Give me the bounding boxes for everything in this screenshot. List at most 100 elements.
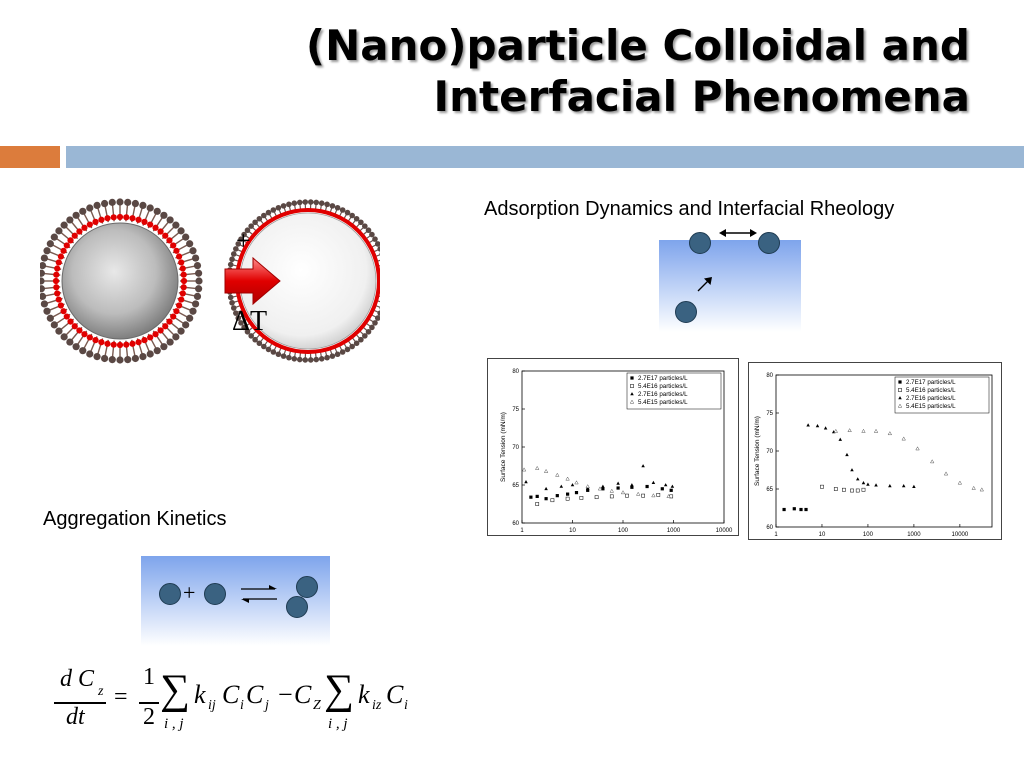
- data-point: [842, 487, 846, 492]
- data-point: [570, 483, 575, 487]
- legend-entry: 2.7E16 particles/L: [906, 395, 956, 402]
- data-point: [874, 483, 878, 487]
- data-point: [866, 482, 870, 486]
- eq-k2-subscript: iz: [372, 698, 382, 713]
- data-point: [861, 487, 866, 492]
- x-tick-label: 1: [774, 532, 778, 538]
- data-point: [943, 471, 949, 476]
- legend-marker: [898, 396, 902, 400]
- eq-k1-subscript: ij: [208, 698, 216, 713]
- data-point: [845, 452, 849, 457]
- data-point: [535, 502, 540, 506]
- delta-t-label: ΔT: [232, 306, 268, 337]
- legend-entry: 2.7E17 particles/L: [906, 379, 956, 386]
- aggregation-diagram: +: [141, 556, 330, 646]
- data-point: [855, 477, 860, 481]
- slide-title-line1: (Nano)particle Colloidal and: [305, 21, 970, 70]
- data-point: [792, 507, 796, 511]
- legend-marker: [897, 403, 903, 408]
- data-point: [663, 483, 668, 487]
- data-point: [565, 496, 570, 501]
- eq-k2: k: [358, 680, 370, 709]
- x-tick-label: 10000: [952, 532, 969, 538]
- aggregation-heading: Aggregation Kinetics: [43, 508, 227, 530]
- accent-bar-orange: [0, 146, 60, 168]
- plus-sign: +: [236, 226, 251, 255]
- adsorption-heading: Adsorption Dynamics and Interfacial Rheo…: [484, 198, 895, 220]
- data-point: [601, 487, 605, 491]
- data-point: [850, 468, 854, 472]
- y-tick-label: 80: [512, 369, 519, 375]
- data-point: [957, 480, 963, 485]
- data-point: [544, 486, 548, 491]
- series-4: [833, 428, 984, 492]
- data-point: [823, 426, 828, 430]
- equilibrium-arrows-icon: [241, 585, 277, 603]
- x-tick-label: 1000: [667, 528, 681, 534]
- y-tick-label: 70: [766, 449, 773, 455]
- data-point: [641, 493, 645, 498]
- data-point: [847, 428, 852, 433]
- legend-entry: 5.4E15 particles/L: [906, 403, 956, 410]
- coated-particle: [40, 198, 203, 364]
- data-point: [524, 480, 528, 484]
- eq-equals: =: [114, 684, 128, 710]
- data-point: [855, 488, 860, 493]
- data-point: [901, 436, 906, 441]
- series-2: [535, 493, 674, 506]
- data-point: [669, 488, 673, 492]
- data-point: [833, 428, 838, 433]
- particle-transition-illustration: [40, 198, 380, 364]
- data-point: [915, 446, 920, 451]
- data-point: [636, 491, 641, 496]
- slide-title-line2: Interfacial Phenomena: [433, 72, 970, 121]
- data-point: [782, 507, 786, 512]
- data-point: [651, 493, 656, 498]
- legend-box: [626, 372, 722, 410]
- adsorbed-particle-left: [689, 232, 711, 254]
- data-point: [625, 493, 629, 498]
- legend-marker: [630, 376, 634, 380]
- data-point: [550, 498, 555, 503]
- y-tick-label: 75: [766, 411, 773, 417]
- surface-tension-chart-1: 1101001000100006065707580Time (s)Surface…: [487, 358, 739, 545]
- series-3: [524, 464, 675, 491]
- data-point: [651, 480, 656, 484]
- eq-cz-subscript: Z: [313, 698, 321, 713]
- eq-minus: −: [278, 680, 293, 709]
- y-tick-label: 65: [512, 483, 519, 489]
- data-point: [529, 495, 533, 499]
- data-point: [559, 484, 564, 488]
- data-point: [630, 483, 634, 487]
- eq-sum-1: ∑: [160, 667, 190, 713]
- data-point: [887, 431, 893, 436]
- surface-tension-chart-2: 1101001000100006065707580Time (s)Surface…: [748, 362, 1002, 549]
- legend-entry: 2.7E17 particles/L: [638, 375, 688, 382]
- data-point: [535, 465, 540, 470]
- y-axis-label: Surface Tension (mN/m): [754, 416, 761, 486]
- data-point: [645, 484, 649, 489]
- data-point: [555, 472, 560, 477]
- y-axis-label: Surface Tension (mN/m): [500, 412, 507, 482]
- eq-lhs-subscript: z: [98, 684, 104, 699]
- data-point: [656, 493, 661, 497]
- series-1: [782, 507, 808, 512]
- data-point: [850, 488, 854, 493]
- adsorption-arrow-icon: [697, 277, 712, 292]
- eq-c2: C: [246, 680, 264, 709]
- eq-sum-2-limits: i , j: [328, 716, 348, 732]
- data-point: [574, 480, 579, 485]
- legend-entry: 5.4E15 particles/L: [638, 399, 688, 406]
- eq-half-fraction-bar: [139, 702, 159, 704]
- data-point: [660, 487, 664, 491]
- series-3: [806, 423, 916, 488]
- accent-bar-blue: [66, 146, 1024, 168]
- transition-arrow-icon: [224, 256, 281, 306]
- y-tick-label: 80: [766, 373, 773, 379]
- series-1: [529, 484, 673, 501]
- legend-entry: 2.7E16 particles/L: [638, 391, 688, 398]
- plot-frame: [775, 374, 993, 528]
- data-point: [521, 467, 527, 472]
- data-point: [971, 485, 976, 490]
- eq-lhs-numerator: d C: [60, 666, 95, 692]
